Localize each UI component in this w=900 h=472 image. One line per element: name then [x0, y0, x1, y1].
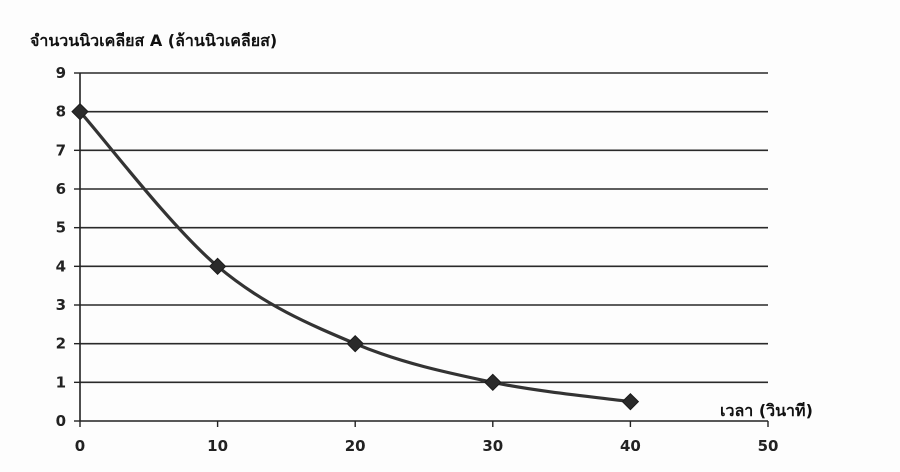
gridlines [80, 72, 768, 384]
y-tick-label-7: 7 [56, 141, 66, 159]
series-line-0 [78, 110, 632, 404]
tick-labels: 0 1 2 3 4 5 6 7 8 9 0 10 20 30 40 50 [56, 64, 779, 455]
y-tick-label-3: 3 [56, 296, 66, 314]
x-tick-label-0: 0 [75, 437, 85, 455]
y-tick-label-6: 6 [56, 180, 66, 198]
data-point-20 [346, 334, 364, 353]
series-layer [71, 102, 640, 411]
x-axis-title: เวลา (วินาที) [720, 401, 813, 420]
y-tick-label-4: 4 [56, 257, 66, 275]
y-tick-label-8: 8 [56, 103, 66, 121]
y-axis-title: จำนวนนิวเคลียส A (ล้านนิวเคลียส) [30, 31, 277, 50]
y-tick-label-5: 5 [56, 219, 66, 237]
y-tick-label-1: 1 [56, 373, 66, 391]
y-tick-label-9: 9 [56, 64, 66, 82]
data-point-30 [484, 373, 502, 392]
x-tick-label-20: 20 [345, 437, 366, 455]
data-point-40 [621, 392, 640, 411]
x-tick-label-40: 40 [620, 437, 641, 455]
y-tick-label-2: 2 [56, 335, 66, 353]
y-tick-label-0: 0 [56, 412, 66, 430]
x-tick-label-30: 30 [482, 437, 503, 455]
x-tick-label-10: 10 [207, 437, 228, 455]
data-point-0 [71, 102, 89, 121]
data-point-10 [208, 257, 227, 276]
x-tick-label-50: 50 [758, 437, 779, 455]
